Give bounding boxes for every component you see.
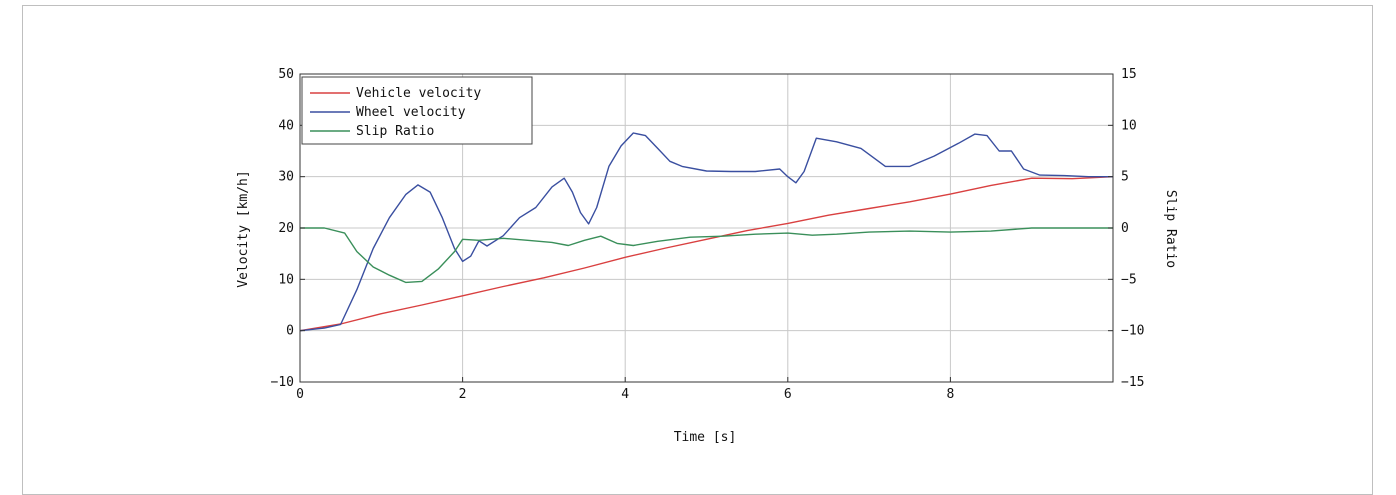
- x-tick-label: 6: [784, 387, 792, 402]
- series-line-2: [300, 227, 1113, 284]
- series-lines: [299, 132, 1114, 332]
- y-axis-label-left: Velocity [km/h]: [236, 170, 251, 287]
- y-right-tick-label: 0: [1121, 221, 1129, 236]
- y-right-tick-label: −5: [1121, 272, 1137, 287]
- chart-frame: [22, 5, 1373, 495]
- y-right-tick-label: 15: [1121, 67, 1137, 82]
- x-tick-label: 4: [621, 387, 629, 402]
- legend-label-vehicle: Vehicle velocity: [356, 86, 481, 101]
- legend-box: [301, 76, 533, 145]
- series-line-0: [299, 176, 1114, 332]
- y-right-tick-label: −15: [1121, 375, 1144, 390]
- y-left-tick-label: 30: [278, 170, 294, 185]
- y-left-tick-label: 10: [278, 272, 294, 287]
- y-left-tick-label: 40: [278, 118, 294, 133]
- axes: [299, 73, 1114, 383]
- legend-label-wheel: Wheel velocity: [356, 105, 466, 120]
- y-left-tick-label: 50: [278, 67, 294, 82]
- y-left-tick-label: −10: [271, 375, 294, 390]
- x-axis-label: Time [s]: [674, 430, 737, 445]
- y-axis-label-right: Slip Ratio: [1163, 190, 1178, 268]
- legend: Vehicle velocity Wheel velocity Slip Rat…: [301, 76, 533, 145]
- y-right-tick-label: 5: [1121, 170, 1129, 185]
- y-left-tick-label: 0: [286, 324, 294, 339]
- legend-label-slip: Slip Ratio: [356, 124, 434, 139]
- series-line-1: [299, 132, 1113, 332]
- y-left-tick-label: 20: [278, 221, 294, 236]
- x-tick-label: 0: [296, 387, 304, 402]
- x-tick-label: 8: [946, 387, 954, 402]
- y-right-tick-label: −10: [1121, 324, 1144, 339]
- x-tick-label: 2: [459, 387, 467, 402]
- y-right-tick-label: 10: [1121, 118, 1137, 133]
